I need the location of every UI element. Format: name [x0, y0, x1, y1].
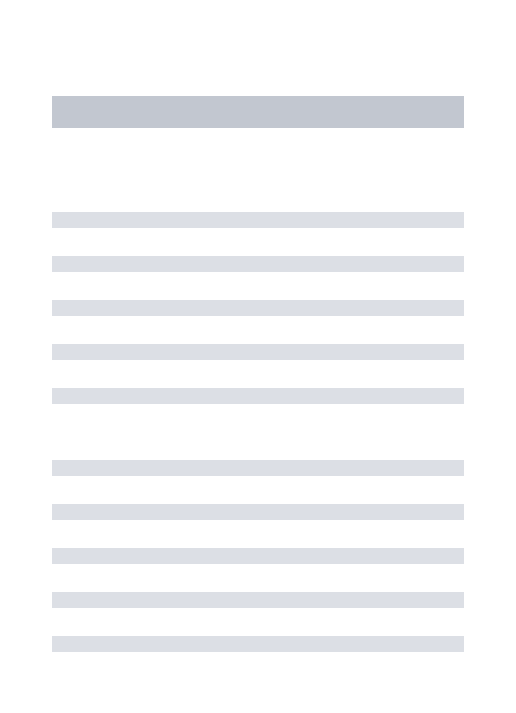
- header-placeholder: [52, 96, 464, 128]
- line-placeholder: [52, 344, 464, 360]
- line-placeholder: [52, 212, 464, 228]
- line-placeholder: [52, 256, 464, 272]
- line-placeholder: [52, 592, 464, 608]
- line-placeholder: [52, 548, 464, 564]
- line-placeholder: [52, 504, 464, 520]
- line-group: [52, 460, 464, 652]
- skeleton-container: [0, 0, 516, 652]
- line-placeholder: [52, 300, 464, 316]
- line-group: [52, 212, 464, 404]
- line-placeholder: [52, 460, 464, 476]
- line-placeholder: [52, 636, 464, 652]
- line-placeholder: [52, 388, 464, 404]
